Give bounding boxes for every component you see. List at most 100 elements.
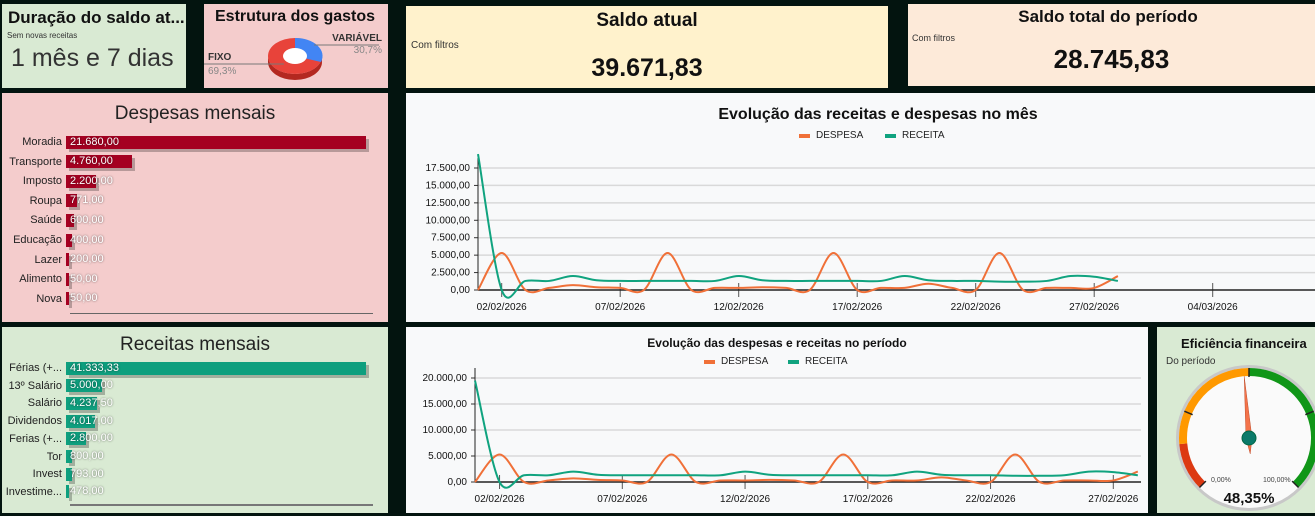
bar[interactable]: 793,00 [66, 467, 104, 481]
x-tick-label: 27/02/2026 [1069, 302, 1119, 313]
y-tick-label: 17.500,00 [426, 163, 471, 174]
y-tick-label: 10.000,00 [423, 425, 468, 436]
bar[interactable]: 50,00 [66, 292, 98, 306]
y-tick-label: 0,00 [451, 285, 471, 296]
bar-label: Educação [13, 234, 62, 246]
y-tick-label: 0,00 [448, 477, 468, 488]
x-tick-label: 12/02/2026 [714, 302, 764, 313]
bar-value: 2.800,00 [70, 432, 113, 445]
x-tick-label: 17/02/2026 [832, 302, 882, 313]
bar-row: Dividendos 4.017,00 [2, 413, 113, 429]
bar[interactable]: 2.800,00 [66, 432, 113, 446]
bar-label: Imposto [22, 175, 62, 188]
bar-row: Ferias (+... 2.800,00 [2, 431, 113, 447]
saldo-total-subtitle: Com filtros [912, 33, 956, 43]
estrutura-title: Estrutura dos gastos [215, 8, 376, 25]
chart-mes: Evolução das receitas e despesas no mês D… [426, 106, 1315, 313]
bar-value: 478,00 [70, 485, 104, 498]
despesas-title: Despesas mensais [114, 103, 276, 124]
bar[interactable]: 200,00 [66, 253, 104, 267]
gauge-band-orange [1179, 368, 1250, 445]
legend-swatch [799, 134, 810, 138]
legend-label: DESPESA [816, 130, 864, 141]
bar-label: Dividendos [7, 415, 62, 428]
bar-label: Investime... [5, 485, 62, 498]
x-tick-label: 22/02/2026 [966, 494, 1016, 505]
bar-value: 41.333,33 [70, 361, 119, 374]
bar-label: Moradia [22, 136, 62, 148]
bar-value: 4.017,00 [70, 414, 113, 427]
bar[interactable]: 41.333,33 [66, 361, 366, 375]
bar-value: 2.200,00 [70, 174, 113, 187]
series-line-receita [477, 153, 1119, 299]
duracao-card: Duração do saldo at... Sem novas receita… [2, 4, 186, 88]
receitas-card: Receitas mensais Férias (+... 41.333,33 13… [2, 327, 388, 513]
duracao-value: 1 mês e 7 dias [11, 44, 174, 72]
bar-row: Tor 800,00 [2, 449, 104, 465]
y-tick-label: 10.000,00 [426, 215, 471, 226]
gauge-band-red [1179, 443, 1206, 488]
pct-variavel: 30,7% [354, 45, 382, 56]
legend-swatch [788, 360, 799, 364]
y-tick-label: 12.500,00 [426, 198, 471, 209]
bar[interactable]: 2.200,00 [66, 174, 113, 188]
chart-title: Evolução das receitas e despesas no mês [718, 106, 1037, 123]
bar-label: Lazer [34, 253, 62, 266]
bar-label: Ferias (+... [9, 432, 62, 445]
bar-row: Saúde 600,00 [2, 212, 104, 228]
y-tick-label: 5.000,00 [431, 250, 470, 261]
bar[interactable]: 5.000,00 [66, 379, 113, 393]
saldo-atual-value: 39.671,83 [591, 54, 703, 82]
bar[interactable]: 478,00 [66, 485, 104, 499]
x-tick-label: 02/02/2026 [477, 302, 527, 313]
y-tick-label: 2.500,00 [431, 268, 470, 279]
bar[interactable]: 771,00 [66, 194, 104, 208]
bar-label: Roupa [29, 194, 62, 207]
bar-value: 400,00 [70, 233, 104, 246]
bar-value: 771,00 [70, 194, 104, 207]
pie-side [268, 56, 322, 80]
bar-label: Alimento [19, 273, 62, 286]
bar[interactable]: 4.760,00 [66, 155, 132, 169]
chart-title: Evolução das despesas e receitas no perí… [647, 336, 906, 350]
eficiencia-subtitle: Do período [1166, 356, 1216, 367]
saldo-total-value: 28.745,83 [1053, 44, 1170, 74]
x-tick-label: 02/02/2026 [475, 494, 525, 505]
x-tick-label: 27/02/2026 [1088, 494, 1138, 505]
receitas-title: Receitas mensais [120, 334, 270, 355]
bar[interactable]: 4.237,50 [66, 396, 113, 410]
bar-row: Lazer 200,00 [2, 252, 104, 268]
bar[interactable]: 800,00 [66, 450, 104, 463]
bar-label: Transporte [9, 155, 62, 168]
bar-value: 793,00 [70, 467, 104, 480]
chart-periodo-card: Evolução das despesas e receitas no perí… [406, 327, 1148, 513]
bar[interactable]: 50,00 [66, 272, 98, 286]
saldo-atual-card: Saldo atual Com filtros 39.671,83 [406, 6, 888, 88]
y-tick-label: 15.000,00 [423, 399, 468, 410]
bar[interactable]: 4.017,00 [66, 414, 113, 428]
bar[interactable]: 400,00 [66, 233, 104, 247]
bar-value: 21.680,00 [70, 135, 119, 148]
gauge-tick [1198, 480, 1207, 489]
legend-swatch [704, 360, 715, 364]
bar-label: 13º Salário [8, 379, 62, 392]
gauge-tick [1305, 410, 1314, 416]
bar[interactable]: 21.680,00 [66, 135, 366, 149]
gauge-value: 48,35% [1224, 490, 1275, 507]
x-tick-label: 07/02/2026 [595, 302, 645, 313]
x-tick-label: 12/02/2026 [720, 494, 770, 505]
bar[interactable]: 600,00 [66, 213, 104, 227]
bar-value: 50,00 [70, 272, 98, 285]
bar-label: Nova [36, 292, 62, 305]
eficiencia-title: Eficiência financeira [1181, 336, 1307, 351]
gauge: 0,00% 100,00% 48,35% [1176, 365, 1315, 511]
duracao-subtitle: Sem novas receitas [7, 31, 78, 40]
saldo-atual-title: Saldo atual [596, 10, 698, 31]
legend-label: DESPESA [721, 356, 769, 367]
bar-label: Invest [32, 468, 62, 481]
bar-row: Alimento 50,00 [2, 271, 98, 287]
bar-row: Moradia 21.680,00 [2, 134, 366, 150]
bar-label: Férias (+... [9, 362, 62, 374]
bar-row: Nova 50,00 [2, 291, 98, 307]
gauge-tick [1291, 480, 1300, 489]
